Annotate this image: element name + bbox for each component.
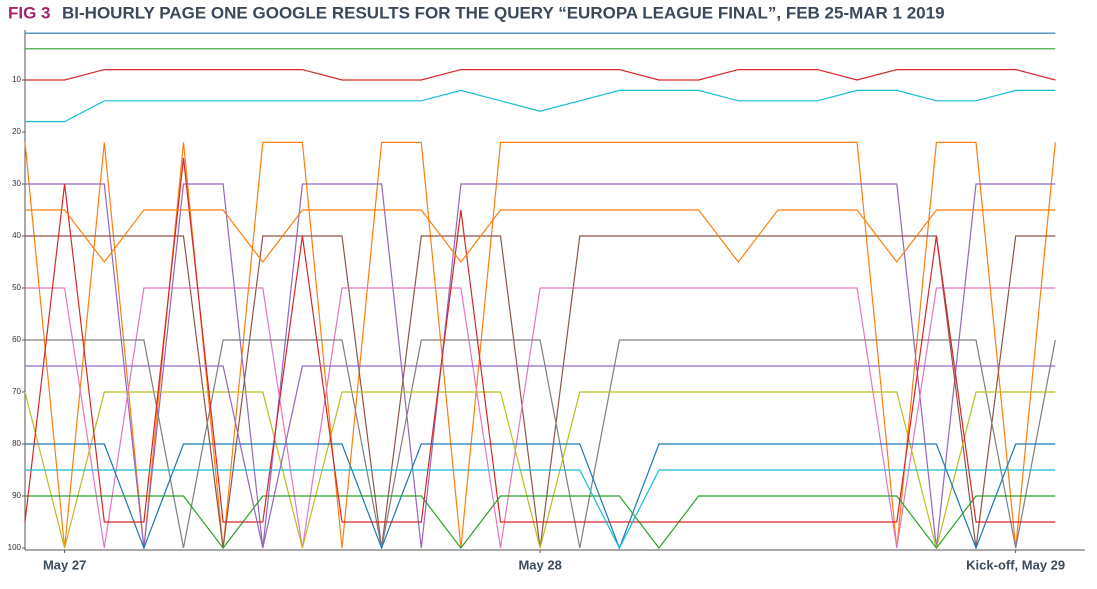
y-tick-label: 90 bbox=[12, 491, 21, 500]
y-tick-label: 80 bbox=[12, 439, 21, 448]
series-line bbox=[25, 339, 1056, 549]
series-line bbox=[25, 469, 1056, 550]
series-line bbox=[25, 495, 1056, 549]
y-tick-label: 10 bbox=[12, 75, 21, 84]
y-tick-label: 70 bbox=[12, 387, 21, 396]
y-tick-label: 50 bbox=[12, 283, 21, 292]
chart-title: BI-HOURLY PAGE ONE GOOGLE RESULTS FOR TH… bbox=[62, 3, 945, 22]
series-line bbox=[24, 157, 1056, 523]
x-tick-label: May 27 bbox=[43, 557, 86, 572]
series-line bbox=[24, 141, 1056, 549]
figure-label: FIG 3 bbox=[8, 3, 51, 22]
y-tick-label: 60 bbox=[12, 335, 21, 344]
series-line bbox=[25, 89, 1056, 123]
series-line bbox=[25, 365, 1056, 549]
series-line bbox=[25, 69, 1056, 81]
y-tick-label: 30 bbox=[12, 179, 21, 188]
series-line bbox=[24, 391, 1056, 549]
x-tick-label: May 28 bbox=[518, 557, 561, 572]
series-line bbox=[25, 209, 1056, 263]
y-tick-label: 40 bbox=[12, 231, 21, 240]
x-tick-label: Kick-off, May 29 bbox=[966, 557, 1065, 572]
series-line bbox=[25, 183, 1056, 549]
y-tick-label: 20 bbox=[12, 127, 21, 136]
y-tick-label: 100 bbox=[8, 543, 22, 552]
series-line bbox=[25, 443, 1056, 550]
series-line bbox=[25, 287, 1056, 549]
